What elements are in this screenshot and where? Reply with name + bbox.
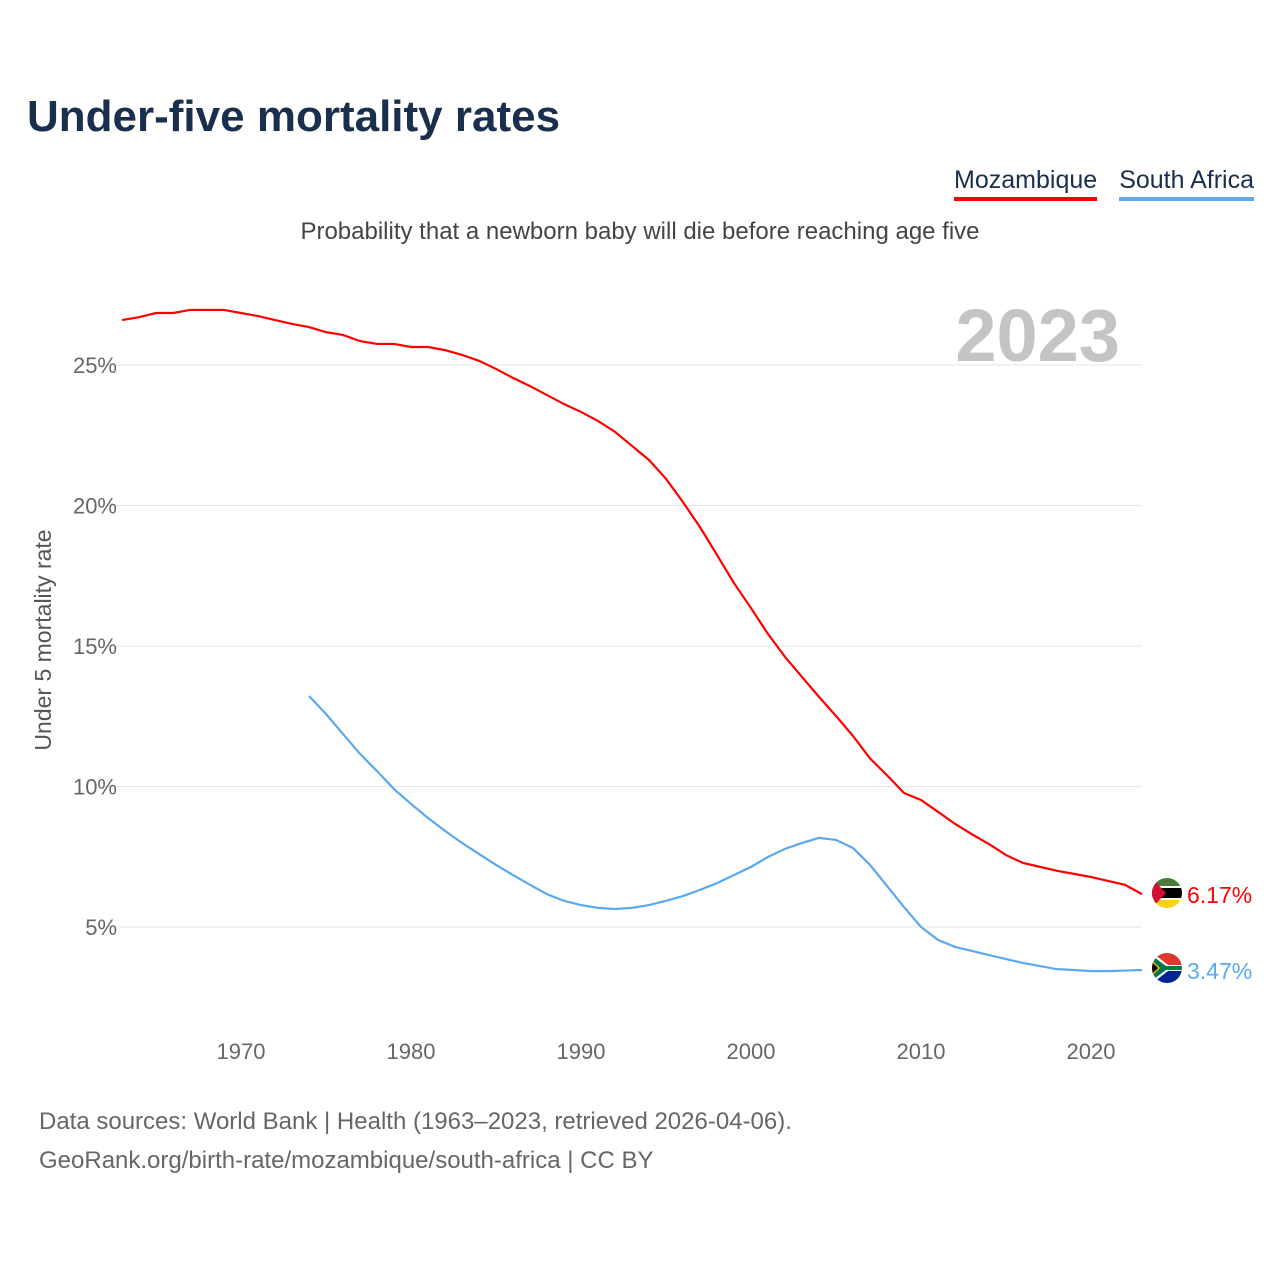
footer-attribution[interactable]: GeoRank.org/birth-rate/mozambique/south-… [39,1147,654,1174]
south-africa-flag-icon [1152,953,1182,983]
chart-title: Under-five mortality rates [27,92,561,141]
series-line-mozambique[interactable] [121,308,1143,896]
legend-south-africa[interactable]: South Africa [1119,166,1254,201]
y-tick-label: 20% [73,494,117,519]
x-tick-label: 2010 [897,1039,946,1064]
end-value-label: 3.47% [1187,958,1252,984]
footer-sources: Data sources: World Bank | Health (1963–… [39,1108,792,1135]
end-value-label: 6.17% [1187,882,1252,908]
y-tick-label: 25% [73,353,117,378]
x-tick-label: 1990 [557,1039,606,1064]
x-tick-label: 1980 [387,1039,436,1064]
legend: Mozambique South Africa [954,166,1254,201]
mozambique-flag-icon [1152,878,1182,908]
y-tick-label: 15% [73,634,117,659]
chart-plot: 2023 5% 10% 15% 20% 25% 1970 1980 1990 2000 2010 2… [30,294,1252,1064]
x-tick-label: 1970 [217,1039,266,1064]
x-tick-label: 2020 [1067,1039,1116,1064]
x-tick-label: 2000 [727,1039,776,1064]
legend-mozambique[interactable]: Mozambique [954,166,1098,201]
series-line-south-africa[interactable] [308,695,1143,973]
year-watermark: 2023 [955,294,1120,377]
y-tick-label: 10% [73,775,117,800]
y-axis-label: Under 5 mortality rate [30,529,56,750]
chart-subtitle: Probability that a newborn baby will die… [300,218,980,245]
y-tick-label: 5% [85,915,117,940]
